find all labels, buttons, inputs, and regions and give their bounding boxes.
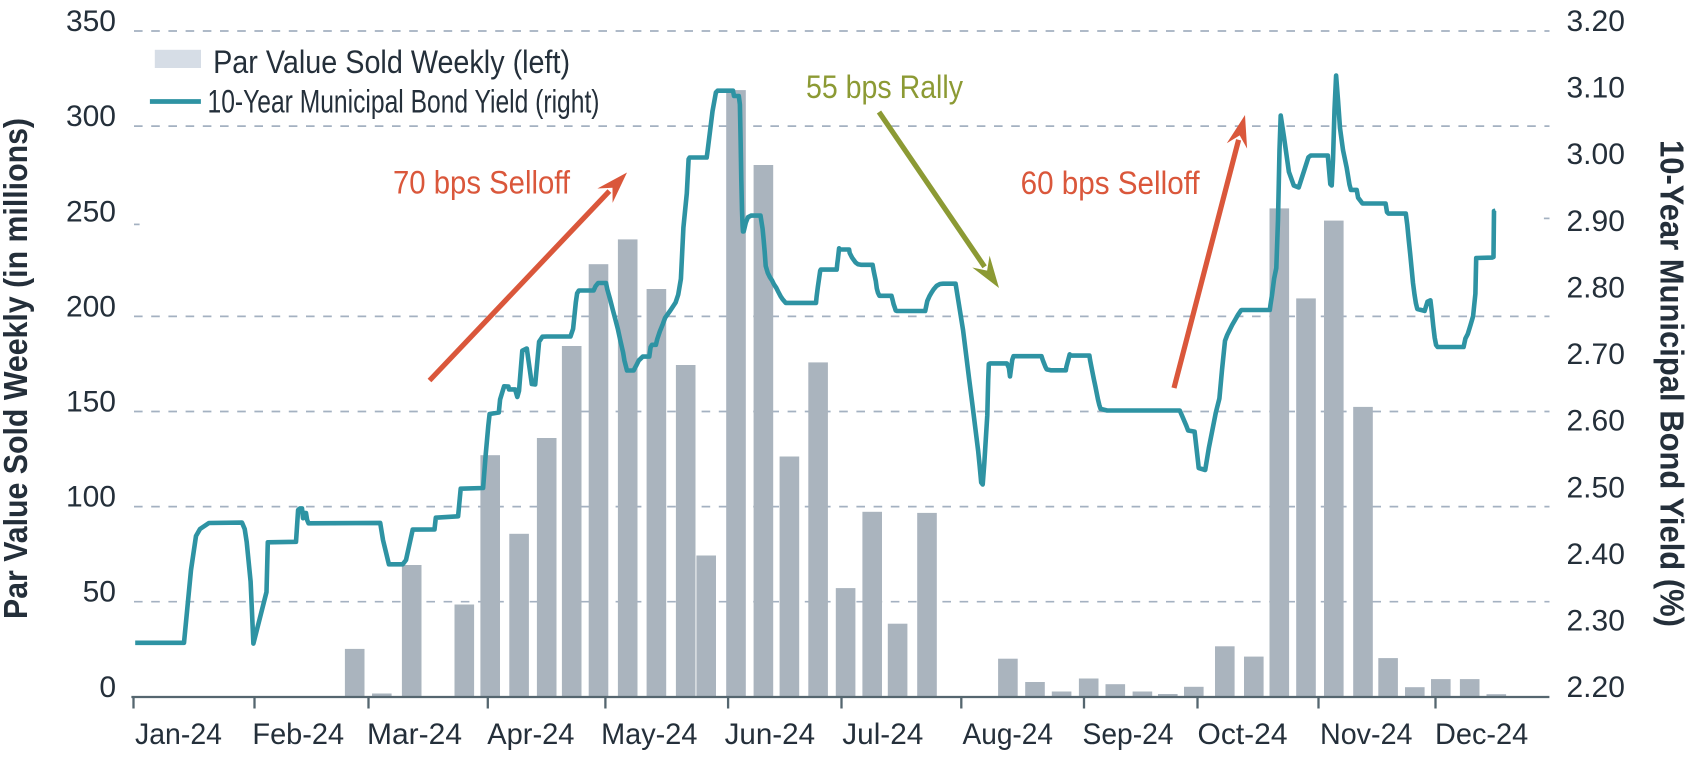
svg-text:3.10: 3.10 (1567, 72, 1625, 105)
svg-text:Apr-24: Apr-24 (487, 718, 574, 751)
svg-text:200: 200 (66, 290, 116, 323)
svg-text:300: 300 (66, 100, 116, 133)
svg-text:2.30: 2.30 (1567, 605, 1625, 638)
svg-text:2.90: 2.90 (1567, 205, 1625, 238)
svg-text:3.00: 3.00 (1567, 138, 1625, 171)
svg-text:100: 100 (66, 481, 116, 514)
svg-text:Dec-24: Dec-24 (1435, 718, 1528, 751)
svg-text:2.20: 2.20 (1567, 671, 1625, 704)
svg-text:2.60: 2.60 (1567, 405, 1625, 438)
svg-text:250: 250 (66, 195, 116, 228)
svg-text:Jul-24: Jul-24 (842, 718, 923, 751)
svg-text:10-Year Municipal Bond Yield (: 10-Year Municipal Bond Yield (%) (1654, 140, 1691, 627)
svg-text:Feb-24: Feb-24 (252, 718, 344, 751)
svg-text:2.40: 2.40 (1567, 538, 1625, 571)
svg-text:50: 50 (83, 576, 116, 609)
svg-text:55 bps Rally: 55 bps Rally (806, 69, 963, 105)
svg-text:Jan-24: Jan-24 (135, 718, 222, 751)
svg-text:10-Year Municipal Bond Yield (: 10-Year Municipal Bond Yield (right) (208, 83, 600, 119)
svg-text:May-24: May-24 (601, 718, 697, 751)
svg-text:150: 150 (66, 386, 116, 419)
svg-text:Par Value Sold Weekly (in mill: Par Value Sold Weekly (in millions) (0, 118, 34, 619)
svg-text:2.80: 2.80 (1567, 271, 1625, 304)
svg-text:60 bps Selloff: 60 bps Selloff (1021, 165, 1200, 201)
svg-text:0: 0 (99, 671, 116, 704)
svg-text:Oct-24: Oct-24 (1198, 718, 1288, 751)
svg-text:70 bps Selloff: 70 bps Selloff (393, 165, 570, 201)
svg-text:350: 350 (66, 5, 116, 38)
svg-text:2.50: 2.50 (1567, 471, 1625, 504)
svg-text:Sep-24: Sep-24 (1083, 718, 1174, 751)
svg-text:Aug-24: Aug-24 (963, 718, 1054, 751)
svg-text:Mar-24: Mar-24 (367, 718, 462, 751)
svg-text:Nov-24: Nov-24 (1320, 718, 1413, 751)
svg-text:3.20: 3.20 (1567, 5, 1625, 38)
svg-text:Jun-24: Jun-24 (725, 718, 816, 751)
svg-text:Par Value Sold Weekly (left): Par Value Sold Weekly (left) (213, 44, 570, 80)
svg-text:2.70: 2.70 (1567, 338, 1625, 371)
